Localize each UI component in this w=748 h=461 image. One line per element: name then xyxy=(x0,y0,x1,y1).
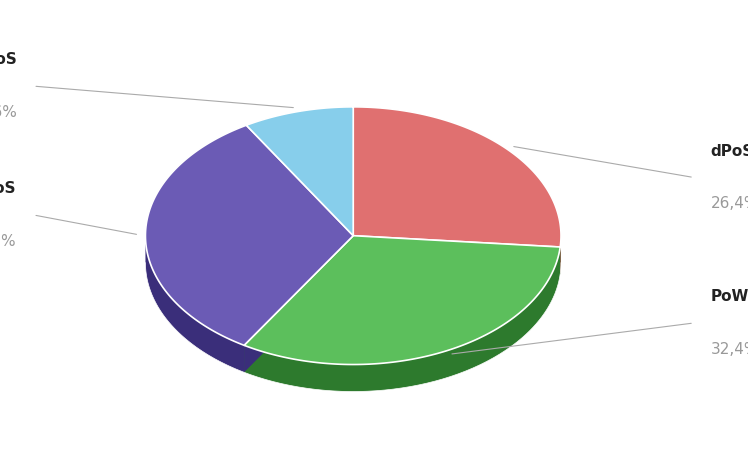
Polygon shape xyxy=(244,236,353,372)
Polygon shape xyxy=(353,236,560,274)
Polygon shape xyxy=(244,236,560,365)
Text: PoS: PoS xyxy=(0,181,16,196)
Polygon shape xyxy=(353,107,561,247)
Polygon shape xyxy=(145,235,244,372)
Text: 32,4%: 32,4% xyxy=(711,342,748,357)
Text: PoW: PoW xyxy=(711,289,748,304)
Polygon shape xyxy=(244,247,560,391)
Polygon shape xyxy=(145,125,353,345)
Text: Hybrid PoW/PoS: Hybrid PoW/PoS xyxy=(0,53,16,67)
Polygon shape xyxy=(244,236,353,372)
Text: dPoS: dPoS xyxy=(711,144,748,159)
Text: 32,6%: 32,6% xyxy=(0,234,16,248)
Polygon shape xyxy=(353,236,560,274)
Polygon shape xyxy=(246,107,353,236)
Text: 26,4%: 26,4% xyxy=(711,196,748,211)
Text: 8,6%: 8,6% xyxy=(0,105,16,120)
Polygon shape xyxy=(560,234,561,274)
